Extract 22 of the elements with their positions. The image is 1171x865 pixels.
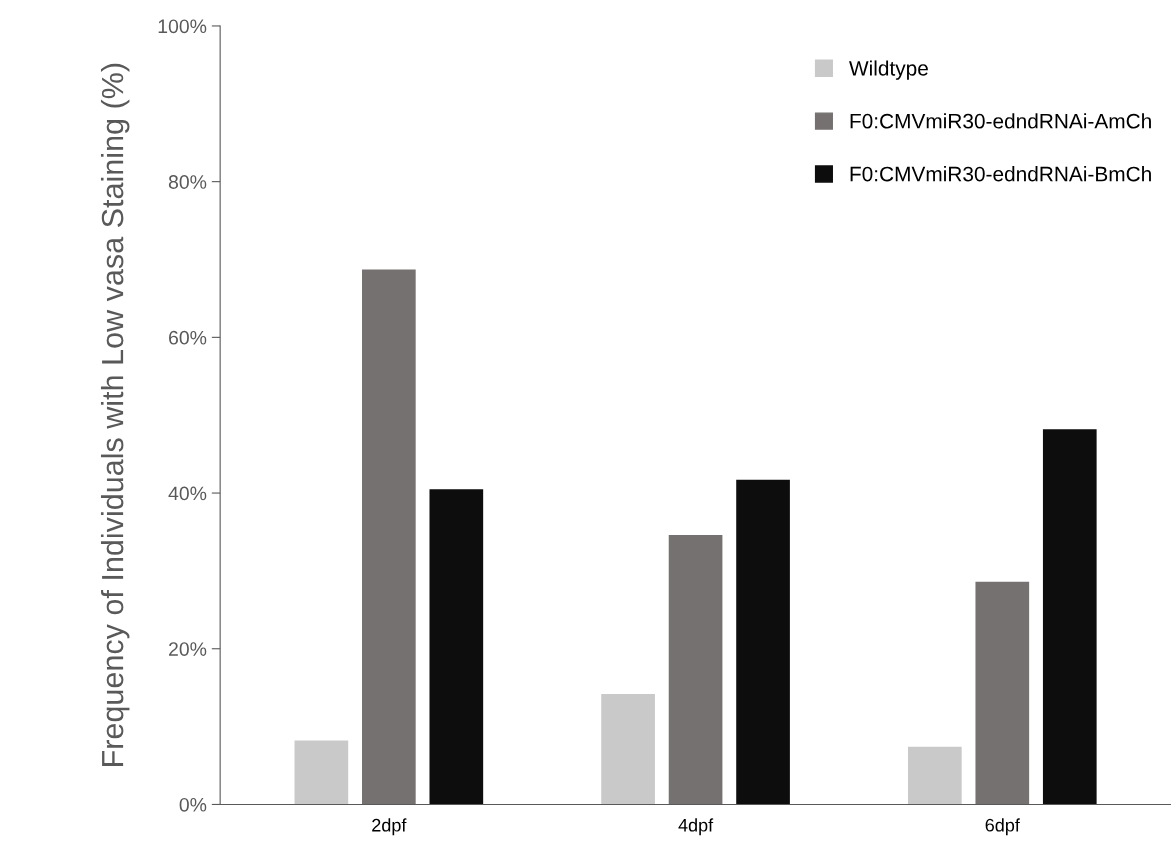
legend-label: F0:CMVmiR30-edndRNAi-BmCh xyxy=(850,166,1151,182)
bar xyxy=(736,479,790,805)
y-tick-label: 80% xyxy=(168,175,207,189)
y-tick-label: 0% xyxy=(179,797,207,812)
bar xyxy=(601,693,655,805)
bar xyxy=(907,746,962,805)
legend-label: Wildtype xyxy=(849,60,928,80)
bar xyxy=(1042,429,1097,805)
x-tick-label: 6dpf xyxy=(985,818,1020,836)
y-tick-label: 20% xyxy=(169,642,207,656)
bar xyxy=(429,489,484,805)
bar xyxy=(362,269,416,805)
y-tick-label: 100% xyxy=(158,19,207,34)
bar xyxy=(294,740,349,805)
x-tick-label: 2dpf xyxy=(372,818,407,836)
y-tick-label: 40% xyxy=(168,486,207,501)
bar xyxy=(668,535,723,805)
y-tick-label: 60% xyxy=(169,330,207,345)
x-tick-label: 4dpf xyxy=(678,818,714,836)
legend-label: F0:CMVmiR30-edndRNAi-AmCh xyxy=(850,113,1151,129)
y-axis-title: Frequency of Individuals with Low vasa Staining (%) xyxy=(100,63,130,766)
bar xyxy=(975,581,1030,805)
